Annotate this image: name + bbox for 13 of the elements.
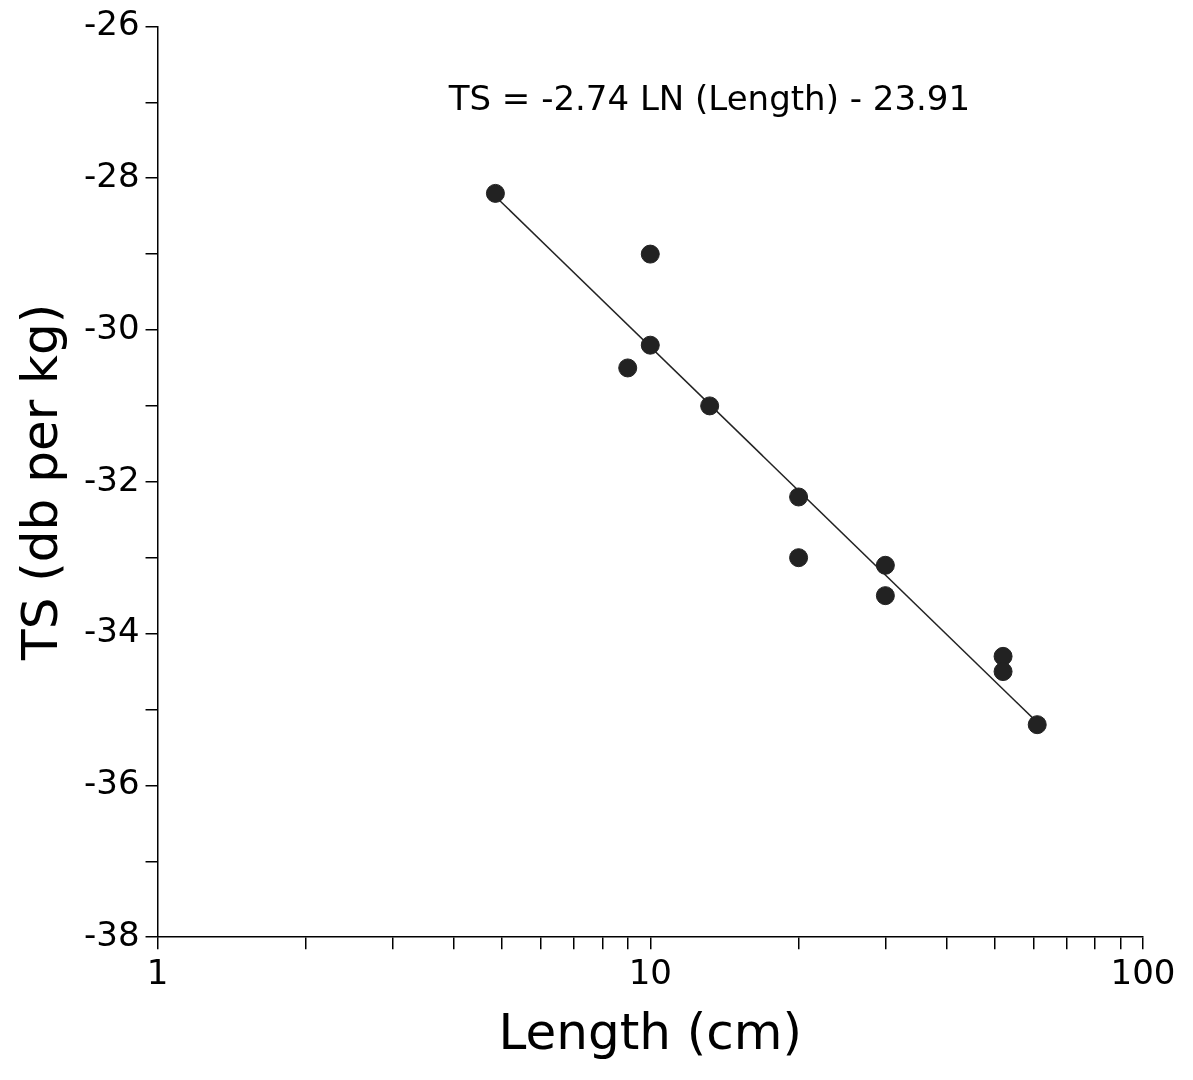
y-tick-label: -32	[83, 458, 140, 499]
x-tick-label: 1	[146, 952, 169, 993]
y-axis-title: TS (db per kg)	[10, 303, 69, 661]
annotation: TS = -2.74 LN (Length) - 23.91	[447, 78, 971, 119]
y-tick-label: -38	[83, 914, 140, 955]
x-axis-title: Length (cm)	[498, 1002, 803, 1061]
y-tick-label: -26	[83, 3, 140, 44]
x-tick-label: 100	[1110, 952, 1176, 993]
y-tick-label: -36	[83, 762, 140, 803]
y-tick-label: -34	[83, 610, 140, 651]
x-tick-label: 10	[628, 952, 672, 993]
y-tick-label: -28	[83, 155, 140, 196]
y-tick-label: -30	[83, 306, 140, 347]
